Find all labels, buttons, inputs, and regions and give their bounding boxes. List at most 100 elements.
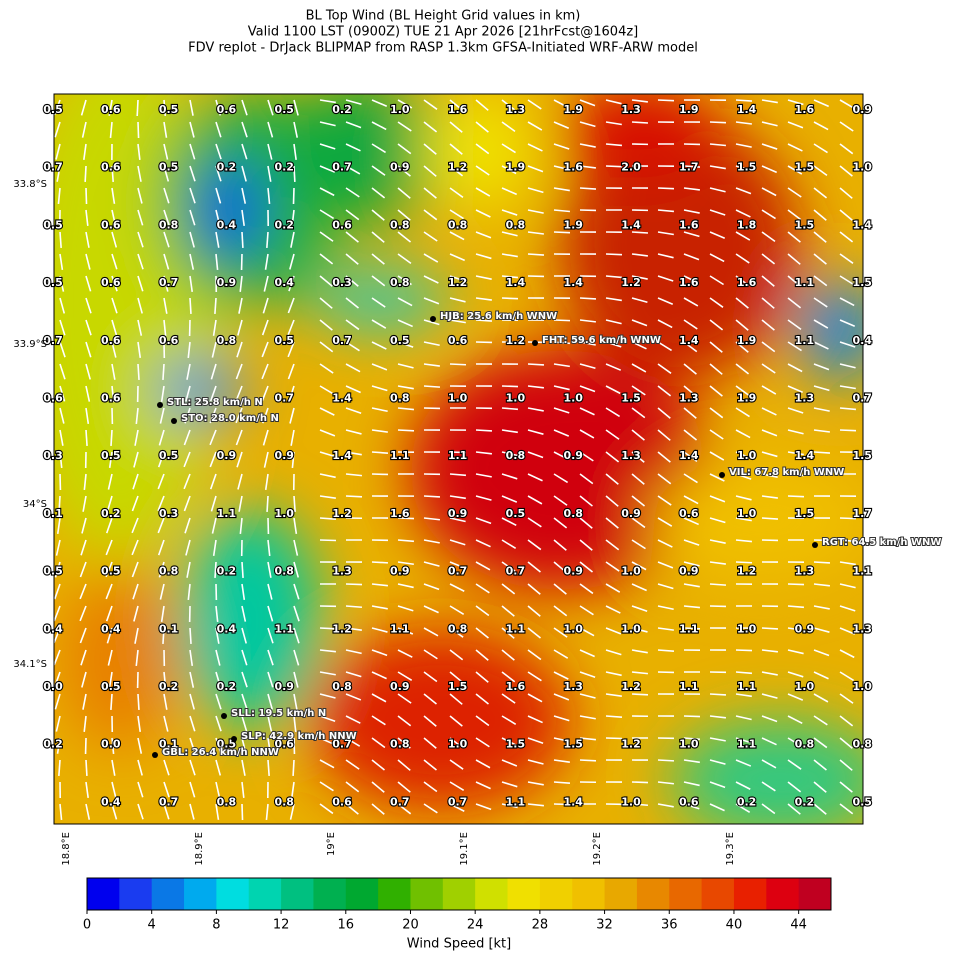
- wind-arrow: [449, 495, 466, 500]
- wind-arrow: [163, 297, 168, 314]
- grid-value: 1.1: [506, 795, 526, 808]
- grid-value: 0.9: [679, 565, 699, 578]
- wind-arrow: [631, 671, 648, 675]
- wind-arrow: [215, 165, 222, 182]
- wind-arrow: [475, 209, 491, 218]
- wind-arrow: [209, 451, 217, 468]
- lon-label: 19.1°E: [459, 832, 470, 866]
- wind-arrow: [397, 539, 415, 543]
- wind-arrow: [761, 187, 777, 197]
- grid-value: 1.7: [679, 161, 699, 174]
- wind-arrow: [553, 781, 571, 785]
- wind-arrow: [501, 715, 517, 725]
- lon-label: 19.2°E: [592, 832, 603, 866]
- wind-arrow: [735, 671, 753, 675]
- grid-value: 1.7: [852, 507, 872, 520]
- wind-arrow: [501, 605, 515, 617]
- wind-arrow: [839, 99, 855, 109]
- wind-arrow: [657, 429, 671, 441]
- wind-arrow: [157, 451, 165, 468]
- wind-arrow: [683, 165, 701, 168]
- wind-arrow: [527, 473, 543, 482]
- wind-arrow: [761, 759, 777, 769]
- wind-arrow: [266, 231, 269, 249]
- wind-arrow: [501, 253, 518, 258]
- wind-arrow: [267, 583, 273, 600]
- wind-arrow: [813, 715, 828, 726]
- wind-arrow: [657, 517, 673, 527]
- wind-arrow: [137, 781, 144, 798]
- wind-arrow: [371, 715, 386, 726]
- wind-arrow: [288, 385, 295, 402]
- grid-value: 1.5: [563, 738, 583, 751]
- wind-arrow: [163, 737, 170, 754]
- grid-value: 1.6: [679, 276, 699, 289]
- wind-arrow: [107, 473, 113, 490]
- grid-value: 0.4: [217, 622, 237, 635]
- wind-arrow: [134, 429, 139, 446]
- grid-value: 0.2: [217, 680, 237, 693]
- wind-arrow: [319, 99, 336, 104]
- wind-arrow: [735, 187, 752, 195]
- wind-arrow: [423, 99, 438, 110]
- wind-arrow: [761, 165, 778, 174]
- wind-arrow: [553, 341, 571, 345]
- wind-arrow: [501, 187, 518, 196]
- wind-arrow: [131, 517, 139, 534]
- wind-arrow: [605, 539, 620, 551]
- wind-arrow: [709, 385, 723, 397]
- wind-arrow: [85, 759, 88, 777]
- lon-label: 18.8°E: [61, 832, 72, 866]
- grid-value: 0.0: [43, 680, 63, 693]
- colorbar-band: [507, 878, 541, 910]
- wind-arrow: [345, 649, 362, 655]
- wind-arrow: [579, 319, 596, 323]
- wind-arrow: [371, 275, 386, 287]
- wind-arrow: [186, 561, 191, 578]
- wind-arrow: [683, 605, 701, 609]
- wind-arrow: [108, 671, 113, 688]
- colorbar-band: [798, 878, 832, 910]
- wind-arrow: [111, 385, 115, 402]
- wind-arrow: [501, 121, 516, 132]
- wind-arrow: [371, 605, 388, 610]
- wind-arrow: [239, 275, 243, 292]
- wind-arrow: [553, 231, 571, 234]
- wind-arrow: [109, 121, 113, 139]
- grid-value: 0.4: [43, 622, 63, 635]
- grid-value: 0.5: [43, 103, 63, 116]
- grid-value: 0.6: [101, 218, 121, 231]
- wind-arrow: [605, 319, 622, 325]
- grid-value: 0.7: [43, 161, 63, 174]
- wind-arrow: [241, 209, 245, 226]
- wind-arrow: [813, 143, 828, 154]
- wind-arrow: [79, 605, 87, 622]
- wind-arrow: [235, 407, 243, 424]
- wind-arrow: [787, 715, 803, 725]
- wind-arrow: [291, 451, 295, 469]
- wind-arrow: [85, 803, 91, 820]
- wind-arrow: [397, 297, 413, 307]
- wind-arrow: [475, 517, 492, 525]
- wind-arrow: [735, 473, 752, 480]
- wind-arrow: [813, 187, 828, 199]
- wind-arrow: [137, 341, 142, 358]
- wind-arrow: [605, 275, 623, 279]
- wind-arrow: [683, 253, 700, 261]
- wind-arrow: [761, 121, 778, 127]
- grid-value: 1.1: [795, 334, 815, 347]
- wind-arrow: [709, 693, 727, 696]
- wind-arrow: [709, 561, 726, 565]
- wind-arrow: [527, 803, 544, 807]
- wind-arrow: [449, 649, 464, 661]
- grid-value: 1.6: [448, 103, 468, 116]
- wind-arrow: [449, 231, 465, 241]
- wind-arrow: [159, 583, 165, 600]
- wind-arrow: [709, 275, 724, 286]
- wind-arrow: [735, 429, 751, 439]
- colorbar-band: [636, 878, 670, 910]
- grid-value: 1.1: [217, 507, 237, 520]
- wind-arrow: [761, 781, 776, 792]
- wind-arrow: [449, 583, 465, 592]
- grid-value: 1.4: [332, 449, 352, 462]
